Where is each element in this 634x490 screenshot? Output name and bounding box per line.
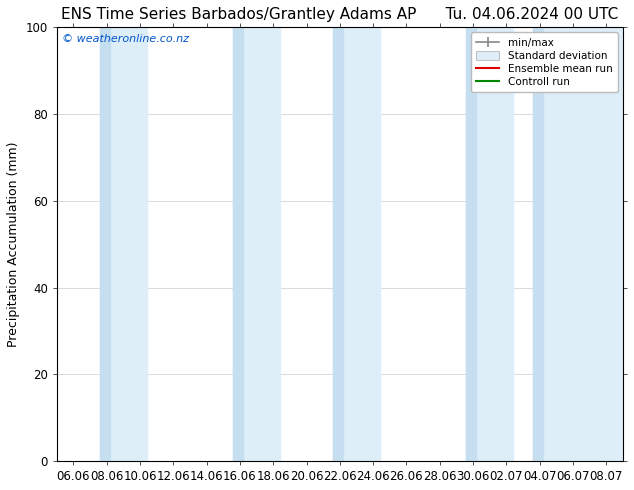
- Bar: [467, 27, 513, 461]
- Bar: [333, 27, 380, 461]
- Text: © weatheronline.co.nz: © weatheronline.co.nz: [62, 34, 190, 44]
- Title: ENS Time Series Barbados/Grantley Adams AP      Tu. 04.06.2024 00 UTC: ENS Time Series Barbados/Grantley Adams …: [61, 7, 618, 22]
- Y-axis label: Precipitation Accumulation (mm): Precipitation Accumulation (mm): [7, 142, 20, 347]
- Bar: [100, 27, 110, 461]
- Legend: min/max, Standard deviation, Ensemble mean run, Controll run: min/max, Standard deviation, Ensemble me…: [471, 32, 618, 92]
- Bar: [100, 27, 146, 461]
- Bar: [333, 27, 343, 461]
- Bar: [233, 27, 243, 461]
- Bar: [233, 27, 280, 461]
- Bar: [533, 27, 623, 461]
- Bar: [467, 27, 476, 461]
- Bar: [533, 27, 543, 461]
